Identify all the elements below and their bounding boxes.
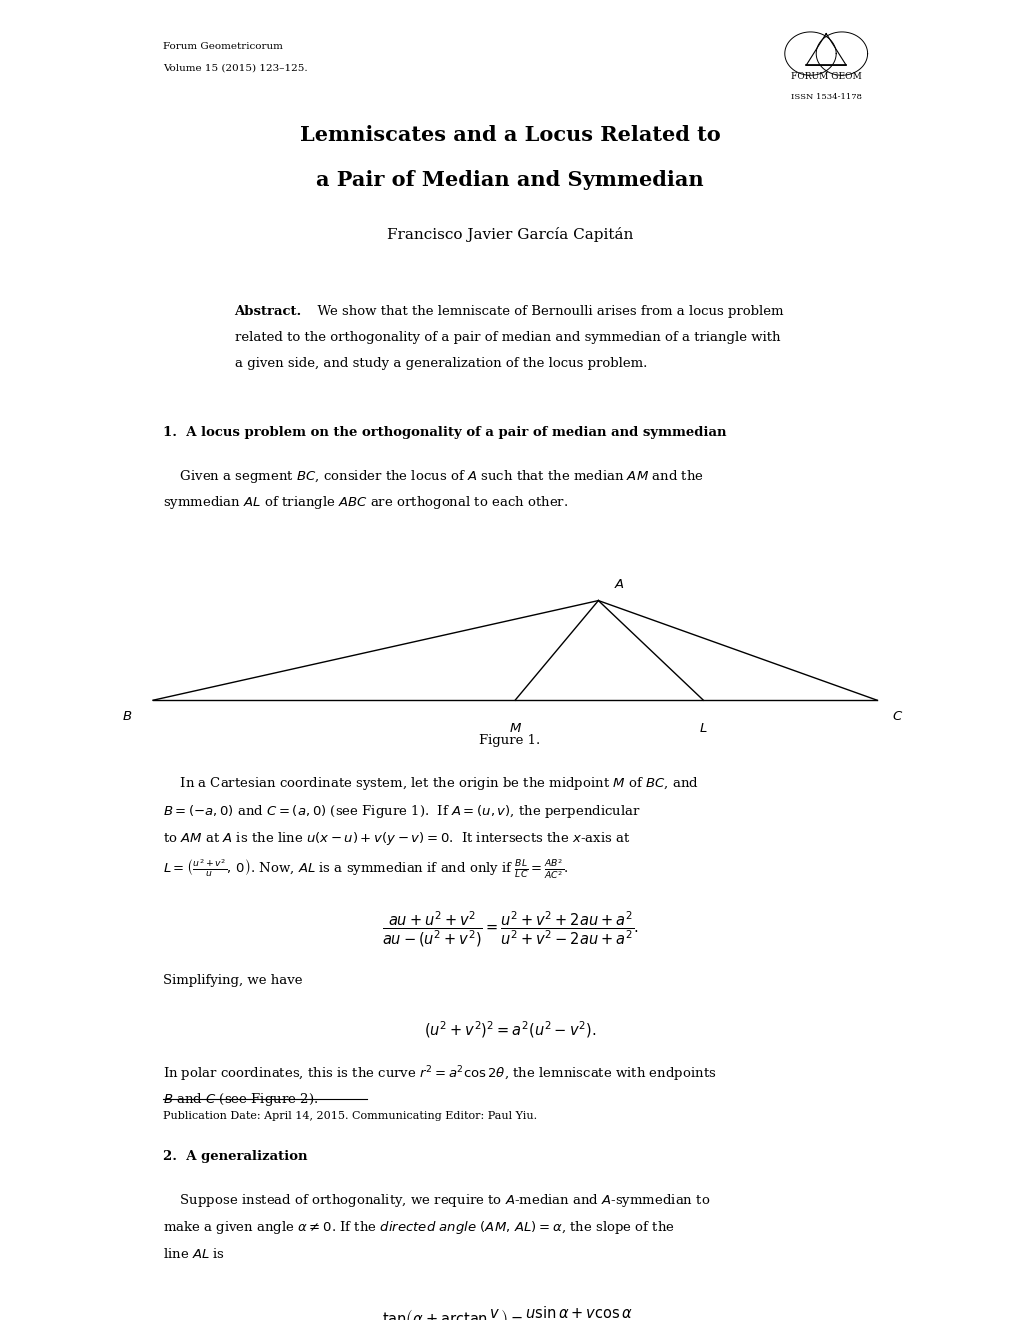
Text: a Pair of Median and Symmedian: a Pair of Median and Symmedian [316,170,703,190]
Text: to $AM$ at $A$ is the line $u(x - u) + v(y - v) = 0$.  It intersects the $x$-axi: to $AM$ at $A$ is the line $u(x - u) + v… [163,830,630,847]
Text: $B = (-a, 0)$ and $C = (a, 0)$ (see Figure 1).  If $A = (u, v)$, the perpendicul: $B = (-a, 0)$ and $C = (a, 0)$ (see Figu… [163,803,640,820]
Text: a given side, and study a generalization of the locus problem.: a given side, and study a generalization… [234,358,646,371]
Text: $M$: $M$ [508,722,521,735]
Text: Volume 15 (2015) 123–125.: Volume 15 (2015) 123–125. [163,63,308,73]
Text: Given a segment $BC$, consider the locus of $A$ such that the median $AM$ and th: Given a segment $BC$, consider the locus… [163,469,703,484]
Text: $A$: $A$ [613,578,624,591]
Text: We show that the lemniscate of Bernoulli arises from a locus problem: We show that the lemniscate of Bernoulli… [309,305,783,318]
Text: 2.  A generalization: 2. A generalization [163,1151,308,1163]
Text: $(u^2 + v^2)^2 = a^2(u^2 - v^2).$: $(u^2 + v^2)^2 = a^2(u^2 - v^2).$ [424,1019,595,1040]
Text: In polar coordinates, this is the curve $r^2 = a^2 \cos 2\theta$, the lemniscate: In polar coordinates, this is the curve … [163,1065,716,1084]
Text: make a given angle $\alpha \neq 0$. If the $\mathit{directed\ angle}$ $(AM,\, AL: make a given angle $\alpha \neq 0$. If t… [163,1220,675,1237]
Text: related to the orthogonality of a pair of median and symmedian of a triangle wit: related to the orthogonality of a pair o… [234,331,780,345]
Text: Simplifying, we have: Simplifying, we have [163,974,303,987]
Text: Suppose instead of orthogonality, we require to $A$-median and $A$-symmedian to: Suppose instead of orthogonality, we req… [163,1192,710,1209]
Text: 1.  A locus problem on the orthogonality of a pair of median and symmedian: 1. A locus problem on the orthogonality … [163,426,726,440]
Text: $C$: $C$ [892,710,902,723]
Text: Figure 1.: Figure 1. [479,734,540,747]
Text: line $AL$ is: line $AL$ is [163,1247,225,1261]
Text: Publication Date: April 14, 2015. Communicating Editor: Paul Yiu.: Publication Date: April 14, 2015. Commun… [163,1111,537,1121]
Text: symmedian $AL$ of triangle $ABC$ are orthogonal to each other.: symmedian $AL$ of triangle $ABC$ are ort… [163,494,568,511]
Text: $\tan\!\left(\alpha + \arctan\dfrac{v}{u}\right) = \dfrac{u\sin\alpha + v\cos\al: $\tan\!\left(\alpha + \arctan\dfrac{v}{u… [381,1304,638,1320]
Text: Francisco Javier García Capitán: Francisco Javier García Capitán [386,227,633,243]
Text: $L = \left(\frac{u^2+v^2}{u},\, 0\right)$. Now, $AL$ is a symmedian if and only : $L = \left(\frac{u^2+v^2}{u},\, 0\right)… [163,858,569,882]
Text: $B$ and $C$ (see Figure 2).: $B$ and $C$ (see Figure 2). [163,1090,318,1107]
Text: FORUM GEOM: FORUM GEOM [790,71,861,81]
Text: Forum Geometricorum: Forum Geometricorum [163,42,283,50]
Text: $\dfrac{au + u^2 + v^2}{au - (u^2 + v^2)} = \dfrac{u^2 + v^2 + 2au + a^2}{u^2 + : $\dfrac{au + u^2 + v^2}{au - (u^2 + v^2)… [381,908,638,949]
Text: ISSN 1534-1178: ISSN 1534-1178 [790,94,861,102]
Text: $B$: $B$ [122,710,132,723]
Text: Abstract.: Abstract. [234,305,302,318]
Text: $L$: $L$ [698,722,707,735]
Text: In a Cartesian coordinate system, let the origin be the midpoint $M$ of $BC$, an: In a Cartesian coordinate system, let th… [163,775,698,792]
Text: Lemniscates and a Locus Related to: Lemniscates and a Locus Related to [300,125,719,145]
